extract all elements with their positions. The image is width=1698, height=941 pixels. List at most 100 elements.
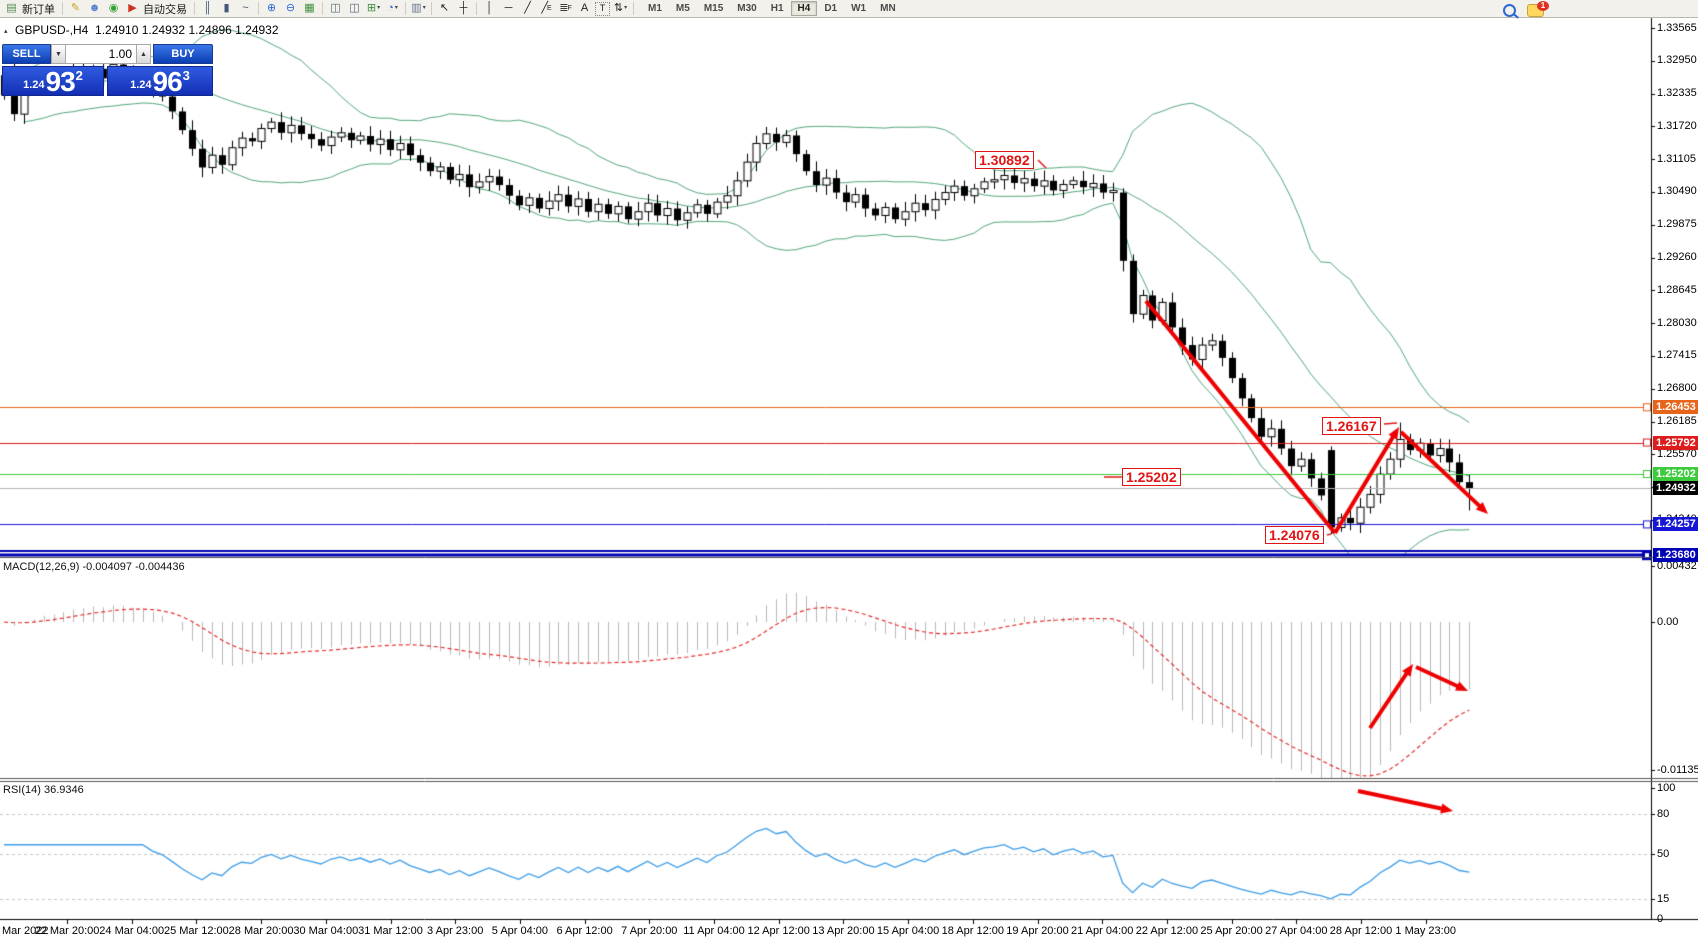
date-tick-label: 18 Apr 12:00 [941,925,1004,937]
timeframe-button-h4[interactable]: H4 [790,1,818,16]
highlighter-icon[interactable]: ✎ [70,2,81,14]
chat-icon[interactable]: 1 [1527,1,1549,17]
price-badge: 1.25792 [1653,435,1698,450]
price-annotation-1-30892: 1.30892 [975,151,1034,169]
price-tick-label: 1.27415 [1657,349,1697,362]
channel-icon[interactable]: ╱ E [541,2,552,14]
indicators-icon[interactable]: ◫ [330,2,341,14]
timeframe-button-m15[interactable]: M15 [703,3,724,14]
date-tick-label: 11 Apr 04:00 [683,925,745,937]
volume-increase-button[interactable]: ▲ [136,44,151,64]
timeframe-button-m1[interactable]: M1 [648,3,662,14]
line-chart-icon[interactable]: ~ [242,2,249,14]
label-icon[interactable]: T [595,1,610,16]
horizontal-line-icon[interactable]: ─ [504,2,513,14]
rsi-axis-label: 80 [1657,808,1670,821]
profile-icon[interactable]: ☻ [88,2,101,14]
date-tick-label: 25 Mar 12:00 [163,925,229,937]
date-tick-label: 28 Mar 20:00 [228,925,294,937]
candlestick-icon[interactable]: ▮ [223,2,230,14]
tile-windows-icon[interactable]: ▦ [304,2,315,14]
vertical-line-icon[interactable]: │ [486,2,493,14]
arrows-icon[interactable]: ⇅ ▾ [613,2,628,14]
macd-axis-label: 0.00432 [1657,560,1697,572]
date-tick-label: 1 May 23:00 [1395,925,1456,937]
volume-decrease-button[interactable]: ▼ [51,44,66,64]
cursor-icon[interactable]: ↖ [439,2,450,14]
templates-icon[interactable]: ◫ [349,2,360,14]
toolbar-separator [62,2,63,15]
timeframe-button-m5[interactable]: M5 [675,3,690,14]
sell-price-display[interactable]: 1.24 93 2 [2,66,104,96]
date-tick-label: 3 Apr 23:00 [427,925,484,937]
text-icon[interactable]: A [580,2,589,14]
chart-shift-icon[interactable]: ▥ ▾ [411,2,426,14]
date-tick-label: 7 Apr 20:00 [621,925,678,937]
rsi-axis-label: 0 [1657,913,1664,925]
date-tick-label: 24 Mar 04:00 [99,925,165,937]
search-icon[interactable] [1503,4,1516,17]
timeframe-group: M1 M5 M15 M30 H1 H4 D1 W1 MN [641,1,903,16]
date-tick-label: 15 Apr 04:00 [876,925,940,937]
price-tick-label: 1.32950 [1657,54,1697,67]
rsi-label: RSI(14) 36.9346 [3,784,84,796]
buy-price-display[interactable]: 1.24 96 3 [107,66,213,96]
trendline-icon[interactable]: ╱ [524,2,531,14]
zoom-out-icon[interactable]: ⊖ [285,2,296,14]
dropdown-arrow-icon: ▾ [394,5,398,11]
rsi-axis-label: 50 [1657,847,1670,860]
date-tick-label: 30 Mar 04:00 [293,925,359,937]
price-annotation-1-26167: 1.26167 [1322,417,1381,435]
dropdown-arrow-icon: ▾ [377,5,381,11]
macd-label: MACD(12,26,9) -0.004097 -0.004436 [3,561,185,573]
date-tick-label: 22 Apr 12:00 [1135,925,1199,937]
price-tick-label: 1.25570 [1657,447,1697,460]
timeframe-button-m30[interactable]: M30 [737,3,757,14]
date-tick-label: 31 Mar 12:00 [358,925,423,937]
price-badge: 1.26453 [1653,400,1698,415]
channel-icon-sub: E [546,5,552,12]
rsi-axis-label: 15 [1657,893,1670,906]
fibonacci-icon-sub: F [567,5,572,12]
new-order-icon[interactable]: ▤ [6,2,17,14]
toolbar-separator [405,2,406,15]
price-tick-label: 1.31105 [1657,152,1696,165]
autotrade-icon[interactable]: ▶ [128,2,137,14]
price-badge: 1.23680 [1653,548,1698,563]
add-indicator-icon[interactable]: ⊞ ▾ [366,2,381,14]
date-tick-label: 19 Apr 20:00 [1006,925,1069,937]
timeframe-button-w1[interactable]: W1 [851,3,867,14]
sell-price-pip: 2 [75,68,83,83]
price-tick-label: 1.28030 [1657,316,1697,329]
date-tick-label: 5 Apr 04:00 [491,925,549,937]
price-badge: 1.24932 [1653,481,1698,496]
buy-button[interactable]: BUY [153,44,213,64]
toolbar-separator [476,2,477,15]
price-annotation-1-24076: 1.24076 [1265,526,1324,544]
sell-button[interactable]: SELL [2,44,51,64]
autotrade-icon-label[interactable]: 自动交易 [143,3,187,16]
main-toolbar: ▤ 新订单 ✎ ☻ ◉ ▶ 自动交易 ║ ▮ ~ ⊕ ⊖ ▦ ◫ ◫ ⊞ ▾ ◔ ▾ ▥ ▾ ↖ ┼ │ ─ ╱ ╱ E ≣ F A T ⇅ ▾ … [0,0,1698,18]
new-order-icon-label[interactable]: 新订单 [22,3,55,16]
bar-chart-icon[interactable]: ║ [203,2,212,14]
zoom-in-icon[interactable]: ⊕ [266,2,277,14]
period-icon[interactable]: ◔ ▾ [387,2,398,14]
price-tick-label: 1.29875 [1657,218,1697,231]
sell-price-prefix: 1.24 [23,79,45,91]
toolbar-separator [633,2,634,15]
price-tick-label: 1.26800 [1657,382,1697,395]
date-tick-label: 12 Apr 12:00 [747,925,810,937]
date-tick-label: 28 Apr 12:00 [1329,925,1393,937]
price-annotation-1-25202: 1.25202 [1122,468,1181,486]
date-tick-label: 25 Apr 20:00 [1200,925,1263,937]
timeframe-button-d1[interactable]: D1 [824,3,838,14]
fibonacci-icon[interactable]: ≣ F [559,2,572,14]
signal-icon[interactable]: ◉ [108,2,119,14]
volume-field[interactable]: 1.00 [66,44,136,64]
crosshair-icon[interactable]: ┼ [459,2,468,14]
price-tick-label: 1.30490 [1657,185,1697,198]
timeframe-button-h1[interactable]: H1 [770,3,784,14]
price-tick-label: 1.28645 [1657,283,1697,296]
timeframe-button-mn[interactable]: MN [880,3,896,14]
